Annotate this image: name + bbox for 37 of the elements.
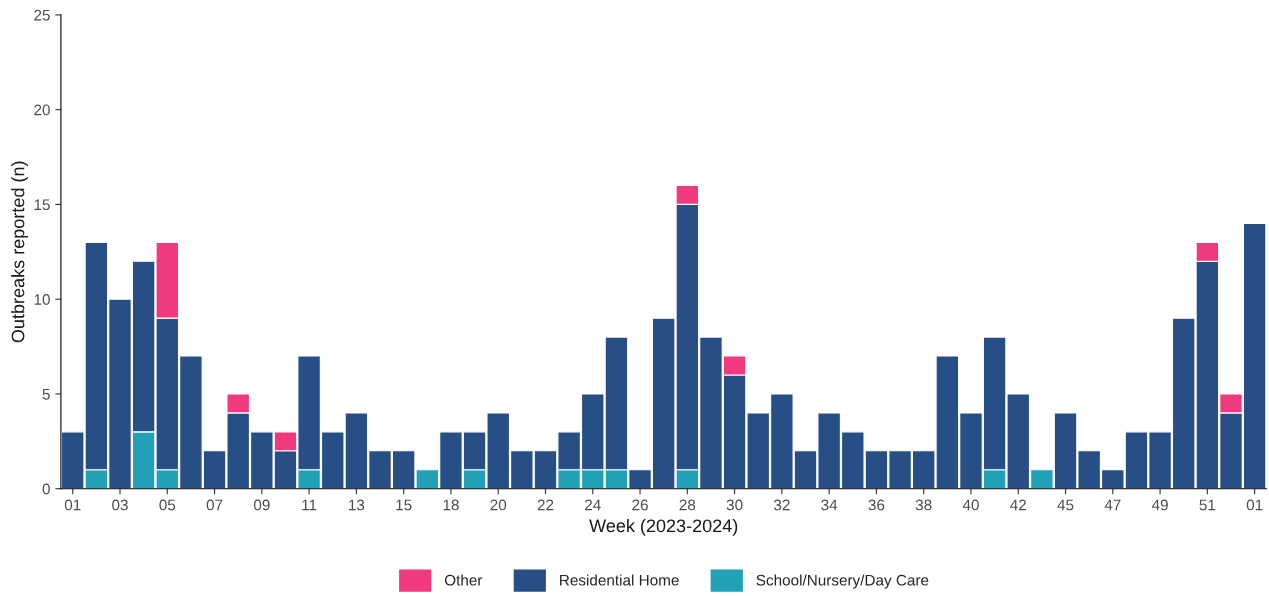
x-tick-label: 36 [868,499,885,511]
x-tick-label: 01 [64,499,81,511]
x-tick-label: 07 [206,499,223,511]
y-tick-label: 15 [34,199,50,211]
x-tick-label: 20 [490,499,507,511]
y-tick-label: 20 [34,104,50,116]
x-tick-label: 24 [585,499,601,511]
x-tick-label: 28 [679,499,696,511]
x-tick-label: 34 [821,499,838,511]
x-tick-label: 18 [443,499,459,511]
x-tick-label: 09 [253,499,270,511]
x-tick-label: 03 [112,499,128,511]
x-tick-label: 38 [915,499,932,511]
x-tick-label: 30 [726,499,743,511]
y-tick-label: 10 [34,294,50,305]
y-tick-label: 25 [34,9,50,21]
x-tick-label: 32 [773,499,790,511]
x-tick-label: 45 [1057,499,1074,511]
x-tick-label: 40 [962,499,979,511]
y-tick-label: 5 [42,388,50,400]
y-axis-title: Outbreaks reported (n) [11,161,28,343]
legend-label: School/Nursery/Day Care [756,574,929,589]
x-tick-label: 26 [632,499,648,511]
x-tick-label: 49 [1151,499,1168,511]
x-axis-title: Week (2023-2024) [589,518,738,536]
legend-label: Residential Home [560,574,679,586]
x-tick-label: 15 [396,499,412,511]
x-tick-label: 42 [1010,499,1026,511]
x-tick-label: 11 [302,499,317,511]
x-tick-label: 47 [1104,499,1121,511]
x-tick-label: 01 [1246,499,1263,511]
legend-label: Other [444,574,483,586]
x-tick-label: 51 [1199,499,1216,511]
x-tick-label: 13 [349,499,365,511]
x-tick-label: 22 [537,499,554,511]
y-tick-label: 0 [42,483,50,495]
x-tick-label: 05 [159,499,176,511]
